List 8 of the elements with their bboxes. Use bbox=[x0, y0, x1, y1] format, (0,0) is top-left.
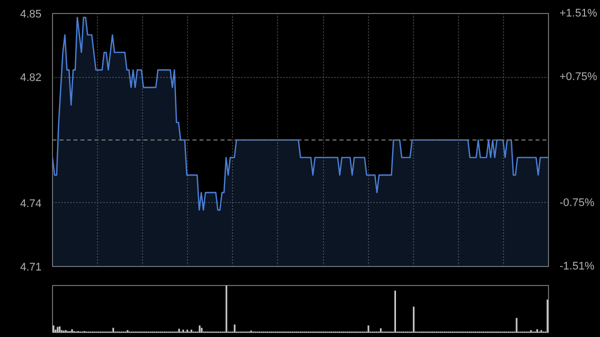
y2-tick-label: +1.51% bbox=[560, 8, 598, 20]
y2-tick-label: -0.75% bbox=[560, 196, 595, 209]
y2-tick-label: +0.75% bbox=[560, 71, 598, 84]
y-tick-label: 4.85 bbox=[20, 8, 42, 20]
y-tick-label: 4.74 bbox=[20, 198, 42, 210]
y2-tick-label: -1.51% bbox=[560, 260, 595, 272]
y-tick-label: 4.82 bbox=[20, 72, 42, 84]
y-tick-label: 4.71 bbox=[20, 262, 42, 274]
